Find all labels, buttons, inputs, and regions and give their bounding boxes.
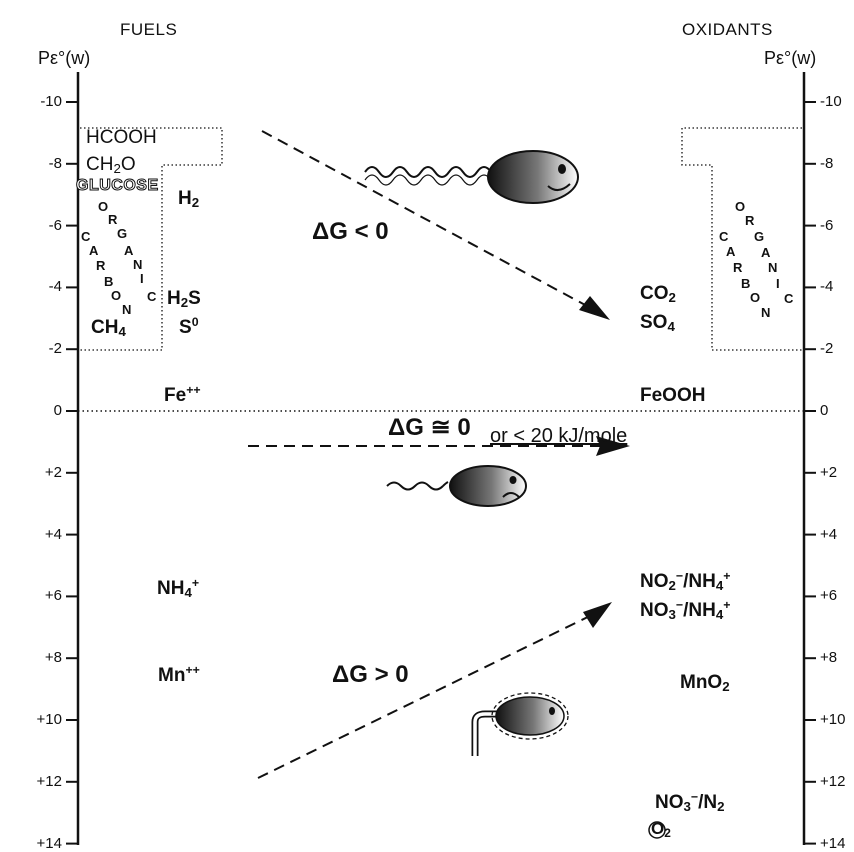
left-axis-label: Pε°(w) (38, 48, 90, 69)
mno2-label: MnO2 (680, 672, 730, 694)
feooh-label: FeOOH (640, 385, 705, 407)
right-tick-label: +4 (820, 526, 837, 543)
left-tick-label: -6 (49, 217, 62, 234)
right-tick-label: -8 (820, 155, 833, 172)
right-tick-label: -10 (820, 93, 842, 110)
organic-letter: R (108, 212, 117, 227)
delta-g-zero-note: or < 20 kJ/mole (490, 425, 627, 448)
organic-letter: C (784, 291, 793, 306)
organic-letter: G (117, 226, 127, 241)
right-tick-label: +14 (820, 835, 845, 852)
organic-letter: R (745, 213, 754, 228)
bacterium-with-straw-icon (475, 693, 568, 756)
happy-bacterium-icon (365, 151, 578, 203)
h2-label: H2 (178, 188, 199, 210)
ch4-label: CH4 (91, 317, 126, 339)
mn2-label: Mn++ (158, 663, 200, 687)
fe2-label: Fe++ (164, 383, 201, 407)
left-tick-label: +12 (37, 773, 62, 790)
organic-letter: G (754, 229, 764, 244)
right-tick-label: -2 (820, 340, 833, 357)
tick-marks (66, 102, 816, 844)
arrowhead-negative (579, 296, 610, 320)
delta-g-zero-label: ΔG ≅ 0 (388, 413, 471, 442)
organic-letter: I (140, 271, 144, 286)
delta-g-positive-label: ΔG > 0 (332, 661, 409, 689)
carbon-letter: O (111, 288, 121, 303)
organic-letter: N (768, 260, 777, 275)
left-tick-label: -2 (49, 340, 62, 357)
left-tick-label: -10 (40, 93, 62, 110)
co2-label: CO2 (640, 283, 676, 305)
left-tick-label: -4 (49, 278, 62, 295)
right-tick-label: -4 (820, 278, 833, 295)
left-tick-label: 0 (54, 402, 62, 419)
left-tick-label: +6 (45, 587, 62, 604)
ch2o-label: CH2O (86, 154, 136, 176)
hcooh-label: HCOOH (86, 127, 157, 149)
nh4-label: NH4+ (157, 576, 199, 600)
sad-bacterium-icon (387, 466, 526, 506)
right-tick-label: +8 (820, 649, 837, 666)
no2-nh4-label: NO2−/NH4+ (640, 569, 730, 593)
right-axis-label: Pε°(w) (764, 48, 816, 69)
left-tick-label: +8 (45, 649, 62, 666)
organic-letter: N (133, 257, 142, 272)
carbon-letter: B (741, 276, 750, 291)
oxidants-header: OXIDANTS (682, 20, 773, 40)
fuels-header: FUELS (120, 20, 177, 40)
no3-nh4-label: NO3−/NH4+ (640, 598, 730, 622)
carbon-letter: O (750, 290, 760, 305)
so4-label: SO4 (640, 312, 675, 334)
no3-n2-label: NO3−/N2 (655, 790, 725, 814)
right-tick-label: +10 (820, 711, 845, 728)
delta-g-negative-label: ΔG < 0 (312, 218, 389, 246)
carbon-letter: R (733, 260, 742, 275)
carbon-letter: B (104, 274, 113, 289)
o2-label: O2 (651, 819, 671, 840)
right-tick-label: +6 (820, 587, 837, 604)
organic-letter: O (735, 199, 745, 214)
carbon-letter: R (96, 258, 105, 273)
carbon-letter: A (726, 244, 735, 259)
organic-letter: I (776, 276, 780, 291)
glucose-label: GLUCOSE (76, 177, 159, 195)
carbon-letter: N (761, 305, 770, 320)
carbon-letter: N (122, 302, 131, 317)
right-tick-label: 0 (820, 402, 828, 419)
h2s-label: H2S (167, 288, 201, 310)
carbon-letter: C (719, 229, 728, 244)
organic-letter: C (147, 289, 156, 304)
organic-letter: O (98, 199, 108, 214)
left-tick-label: -8 (49, 155, 62, 172)
carbon-letter: A (89, 243, 98, 258)
organic-letter: A (124, 243, 133, 258)
left-tick-label: +4 (45, 526, 62, 543)
right-tick-label: +2 (820, 464, 837, 481)
arrowhead-positive (583, 602, 612, 628)
right-tick-label: -6 (820, 217, 833, 234)
left-tick-label: +14 (37, 835, 62, 852)
carbon-letter: C (81, 229, 90, 244)
left-tick-label: +2 (45, 464, 62, 481)
organic-letter: A (761, 245, 770, 260)
left-tick-label: +10 (37, 711, 62, 728)
s0-label: S0 (179, 315, 199, 339)
right-tick-label: +12 (820, 773, 845, 790)
oxidants-organic-carbon-box (682, 128, 802, 350)
